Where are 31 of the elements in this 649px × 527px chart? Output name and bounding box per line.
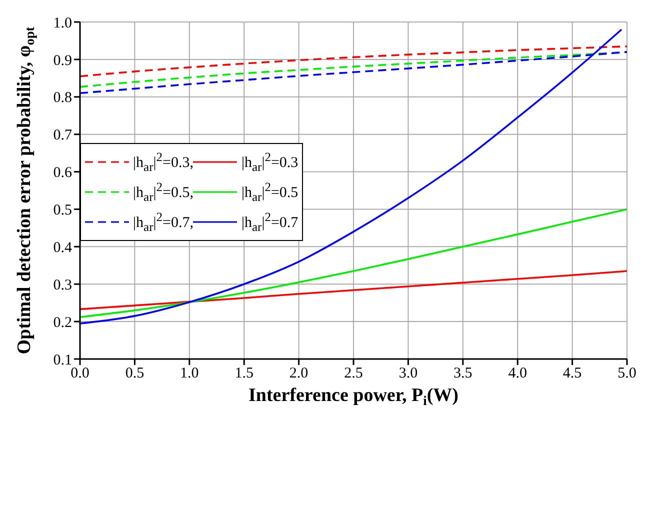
y-tick-label: 0.5 bbox=[53, 202, 72, 219]
x-tick-label: 0.0 bbox=[70, 366, 90, 382]
x-tick-label: 5.0 bbox=[618, 366, 636, 382]
legend-label: |h$_{ar}$|$^{2}$=0.3 bbox=[241, 150, 298, 174]
y-tick-label: 0.9 bbox=[53, 52, 72, 69]
line-series bbox=[80, 208, 627, 318]
line-series bbox=[80, 270, 627, 310]
y-tick-label: 0.6 bbox=[53, 165, 72, 182]
x-tick-label: 3.5 bbox=[454, 366, 472, 382]
y-tick-label: 0.4 bbox=[53, 240, 72, 256]
x-tick-label: 2.0 bbox=[289, 366, 308, 382]
x-tick-label: 0.5 bbox=[125, 366, 144, 382]
y-tick-label: 0.2 bbox=[53, 314, 72, 331]
x-axis-title: Interference power, P$_{i}$(W) bbox=[248, 385, 458, 408]
legend-label: |h$_{ar}$|$^{2}$=0.7 bbox=[241, 210, 298, 234]
y-tick-label: 1.0 bbox=[53, 15, 72, 32]
line-series bbox=[80, 45, 627, 78]
x-tick-label: 2.5 bbox=[344, 366, 363, 382]
y-tick-label: 0.3 bbox=[53, 277, 72, 294]
x-tick-label: 4.5 bbox=[562, 366, 582, 382]
x-tick-label: 1.5 bbox=[234, 366, 254, 382]
legend-label: |h$_{ar}$|$^{2}$=0.7, bbox=[133, 210, 194, 234]
y-tick-label: 0.1 bbox=[53, 352, 72, 368]
x-tick-label: 3.0 bbox=[398, 366, 418, 382]
x-tick-label: 1.0 bbox=[180, 366, 199, 382]
y-tick-label: 0.7 bbox=[53, 128, 72, 144]
legend-label: |h$_{ar}$|$^{2}$=0.3, bbox=[133, 150, 194, 174]
x-tick-label: 4.0 bbox=[508, 366, 527, 382]
legend-label: |h$_{ar}$|$^{2}$=0.5, bbox=[133, 180, 194, 204]
legend-label: |h$_{ar}$|$^{2}$=0.5 bbox=[241, 180, 298, 204]
y-tick-label: 0.8 bbox=[53, 90, 72, 106]
